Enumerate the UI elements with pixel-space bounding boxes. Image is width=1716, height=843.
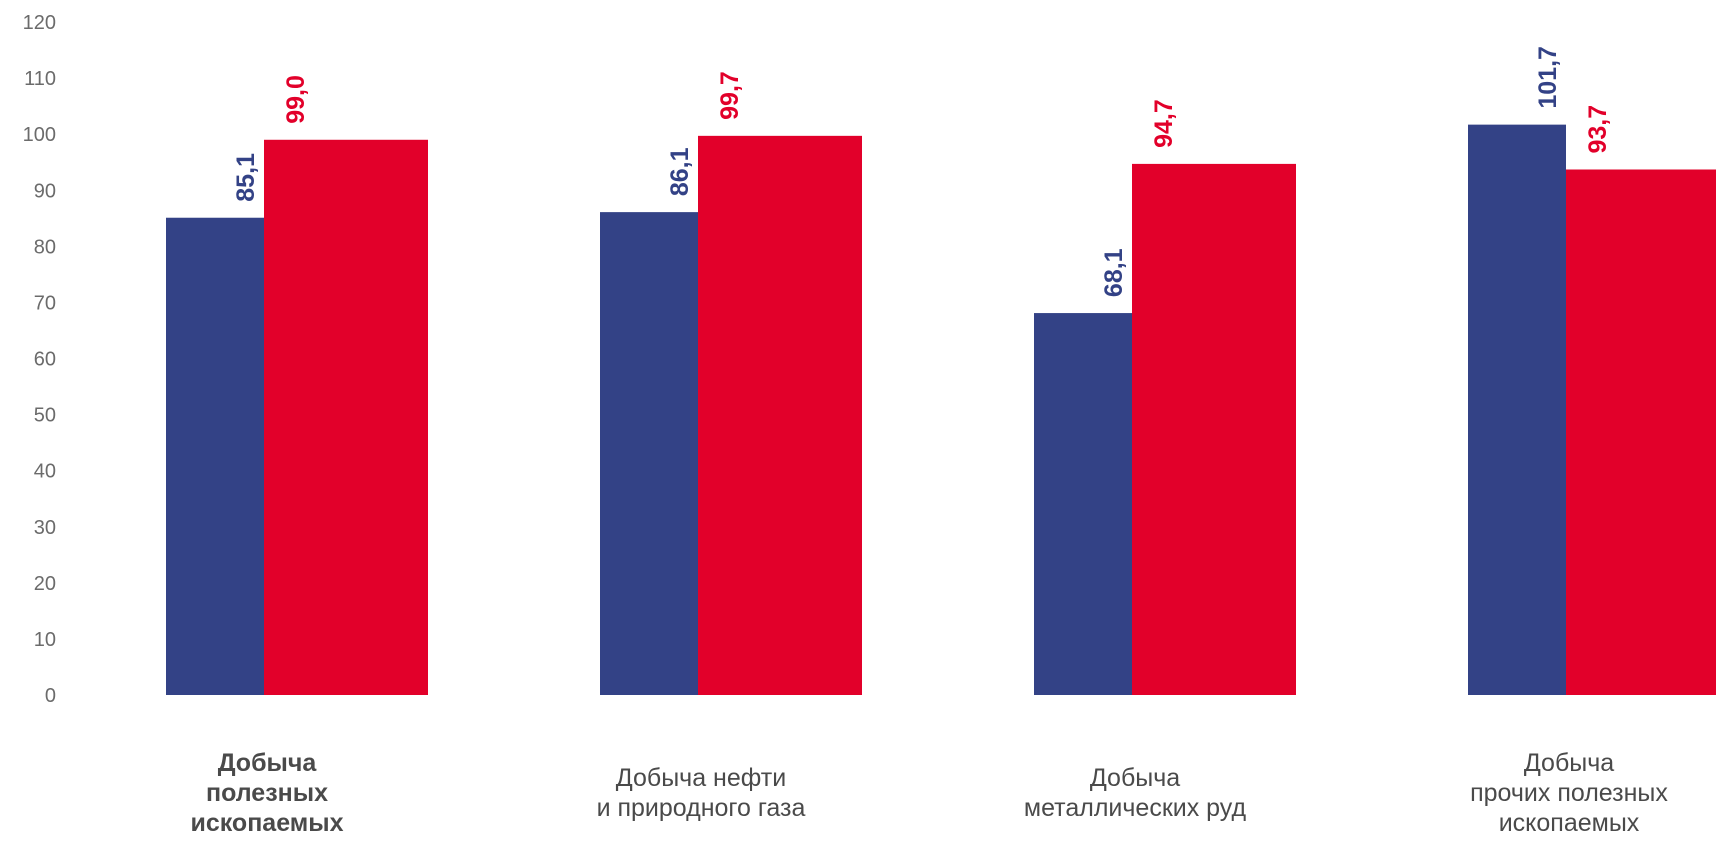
data-label: 94,7	[1150, 99, 1178, 148]
y-axis-ticks: 0 10 20 30 40 50 60 70 80 90 100 110 120	[23, 12, 56, 707]
bar	[1034, 313, 1132, 695]
data-label: 85,1	[232, 153, 260, 202]
y-tick-label: 70	[34, 292, 56, 314]
category-label: Добыча нефти и природного газа	[596, 764, 806, 822]
data-label: 86,1	[666, 147, 694, 196]
data-label: 99,0	[282, 75, 310, 124]
category-label: Добыча полезных ископаемых	[190, 749, 344, 837]
y-tick-label: 90	[34, 180, 56, 202]
y-tick-label: 0	[45, 685, 56, 707]
data-label: 93,7	[1584, 105, 1612, 154]
y-tick-label: 120	[23, 12, 56, 34]
bars	[166, 124, 1716, 696]
category-label: Добыча металлических руд	[1023, 764, 1247, 822]
data-label: 68,1	[1100, 248, 1128, 297]
y-tick-label: 10	[34, 629, 56, 651]
bar	[600, 212, 698, 695]
bar	[166, 217, 264, 695]
data-label: 101,7	[1534, 46, 1562, 109]
y-tick-label: 30	[34, 517, 56, 539]
y-tick-label: 80	[34, 236, 56, 258]
y-tick-label: 40	[34, 461, 56, 483]
bar	[1132, 163, 1296, 695]
category-label: Добыча прочих полезных ископаемых	[1470, 749, 1668, 837]
data-label: 99,7	[716, 71, 744, 120]
y-tick-label: 110	[24, 68, 56, 90]
y-tick-label: 20	[34, 573, 56, 595]
bar	[698, 135, 862, 695]
bar	[264, 139, 428, 695]
value-labels: 85,1 99,0 86,1 99,7 68,1 94,7 101,7 93,7	[232, 46, 1612, 297]
bar	[1468, 124, 1566, 695]
bar	[1566, 169, 1716, 696]
y-tick-label: 100	[23, 124, 56, 146]
y-tick-label: 60	[34, 349, 56, 371]
y-tick-label: 50	[34, 405, 56, 427]
